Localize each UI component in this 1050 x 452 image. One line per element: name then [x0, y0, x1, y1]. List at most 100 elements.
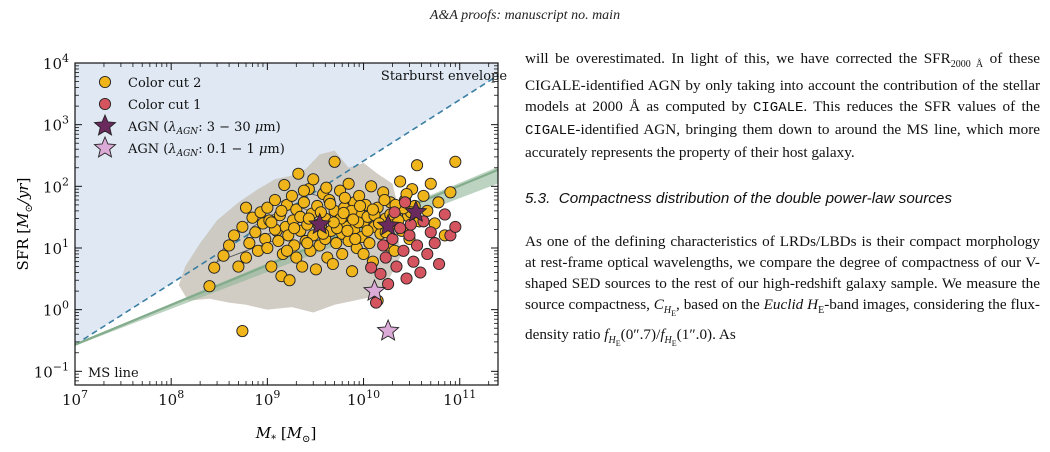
y-tick-label: 10−1 — [34, 360, 69, 381]
color-cut-1-point — [407, 255, 420, 268]
color-cut-2-point — [297, 184, 310, 197]
color-cut-2-point — [236, 220, 249, 233]
color-cut-2-point — [296, 260, 309, 273]
color-cut-2-point — [272, 234, 285, 248]
color-cut-2-point — [265, 260, 278, 273]
color-cut-2-point — [309, 263, 322, 276]
color-cut-2-point — [337, 206, 350, 220]
color-cut-2-point — [378, 193, 391, 207]
y-tick-label: 100 — [43, 299, 69, 320]
color-cut-2-point — [366, 203, 379, 216]
color-cut-2-point — [283, 274, 296, 287]
x-tick-label: 108 — [158, 388, 184, 409]
color-cut-1-point — [414, 266, 427, 279]
color-cut-1-point — [428, 237, 441, 250]
color-cut-1-point — [438, 208, 451, 221]
color-cut-1-point — [433, 257, 446, 271]
legend-label: AGN (λAGN: 3 − 30 μm) — [127, 120, 281, 137]
agn-star-point — [404, 200, 428, 223]
color-cut-2-point — [261, 201, 274, 214]
legend-marker-agn — [93, 135, 117, 158]
legend-label: Color cut 1 — [128, 98, 201, 113]
color-cut-2-point — [223, 239, 236, 252]
color-cut-1-point — [411, 239, 424, 252]
color-cut-2-point — [411, 159, 424, 172]
legend: Color cut 2 Color cut 1 AGN (λAGN: 3 − 30 … — [93, 75, 285, 159]
color-cut-2-point — [326, 257, 339, 271]
color-cut-2-point — [354, 199, 367, 213]
color-cut-2-point — [236, 324, 249, 338]
color-cut-2-point — [342, 177, 355, 190]
color-cut-2-point — [208, 261, 221, 274]
color-cut-1-point — [394, 222, 407, 235]
color-cut-1-point — [449, 220, 462, 233]
color-cut-2-point — [243, 237, 256, 250]
color-cut-2-point — [249, 226, 262, 239]
color-cut-2-point — [261, 241, 274, 255]
paragraph-sfr-correction: will be overestimated. In light of this,… — [525, 50, 1040, 162]
legend-label: AGN (λAGN: 0.1 − 1 μm) — [127, 142, 285, 159]
color-cut-1-point — [388, 206, 401, 219]
color-cut-2-point — [394, 175, 407, 188]
section-title: Compactness distribution of the double p… — [558, 190, 952, 208]
color-cut-2-point — [417, 189, 430, 202]
paragraph-compactness: As one of the defining characteristics o… — [525, 233, 1040, 349]
color-cut-2-point — [307, 173, 320, 186]
x-tick-label: 109 — [254, 388, 280, 409]
color-cut-2-point — [424, 177, 437, 190]
color-cut-1-point — [365, 261, 378, 274]
color-cut-2-point — [232, 260, 245, 273]
color-cut-2-point — [268, 193, 282, 207]
color-cut-1-point — [421, 247, 434, 261]
color-cut-1-point — [382, 278, 395, 291]
y-tick-label: 102 — [43, 175, 69, 196]
color-cut-2-point — [290, 251, 303, 264]
color-cut-2-point — [444, 186, 457, 199]
color-cut-2-point — [338, 191, 351, 204]
section-number: 5.3. — [525, 190, 551, 208]
agn-star-point — [308, 212, 332, 235]
color-cut-2-point — [297, 196, 310, 209]
color-cut-2-point — [280, 244, 294, 257]
color-cut-1-point — [397, 244, 410, 257]
section-heading: 5.3. Compactness distribution of the dou… — [525, 189, 1040, 209]
agn-star-point — [376, 318, 400, 341]
color-cut-2-point — [324, 197, 337, 210]
color-cut-2-point — [328, 155, 341, 168]
color-cut-2-point — [275, 204, 288, 217]
x-tick-label: 1011 — [443, 388, 476, 409]
color-cut-2-point — [301, 237, 314, 250]
text-column: will be overestimated. In light of this,… — [525, 48, 1040, 354]
color-cut-2-point — [341, 224, 354, 237]
sfr-stellar-mass-figure: 107 108 109 1010 1011 10−1 100 101 102 103 104 Sta… — [0, 50, 510, 448]
color-cut-2-point — [285, 189, 298, 202]
color-cut-2-point — [363, 237, 376, 250]
color-cut-2-point — [327, 216, 340, 229]
color-cut-1-point — [398, 196, 412, 209]
color-cut-1-point — [390, 260, 403, 273]
color-cut-2-point — [357, 247, 370, 261]
color-cut-2-point — [361, 224, 374, 237]
color-cut-2-point — [346, 265, 359, 278]
legend-label: Color cut 2 — [128, 76, 201, 91]
running-header: A&A proofs: manuscript no. main — [429, 8, 621, 23]
color-cut-2-point — [449, 155, 462, 168]
color-cut-2-point — [203, 280, 216, 293]
color-cut-2-point — [432, 196, 445, 209]
color-cut-2-point — [288, 222, 301, 235]
x-tick-label: 1010 — [347, 388, 380, 409]
color-cut-1-point — [424, 226, 437, 239]
color-cut-2-point — [217, 249, 230, 262]
color-cut-2-point — [330, 237, 343, 250]
color-cut-2-point — [320, 181, 333, 194]
color-cut-2-point — [349, 232, 362, 246]
starburst-envelope-label: Starburst envelope — [381, 69, 507, 84]
color-cut-2-point — [278, 178, 291, 192]
color-cut-1-point — [400, 272, 413, 285]
y-tick-label: 103 — [43, 114, 69, 135]
color-cut-2-point — [239, 251, 253, 264]
color-cut-2-point — [336, 247, 349, 261]
plot-frame — [74, 62, 499, 386]
legend-marker-color-cut-1 — [98, 97, 112, 111]
scatter-plot: 107 108 109 1010 1011 10−1 100 101 102 103 104 Sta… — [14, 52, 507, 445]
